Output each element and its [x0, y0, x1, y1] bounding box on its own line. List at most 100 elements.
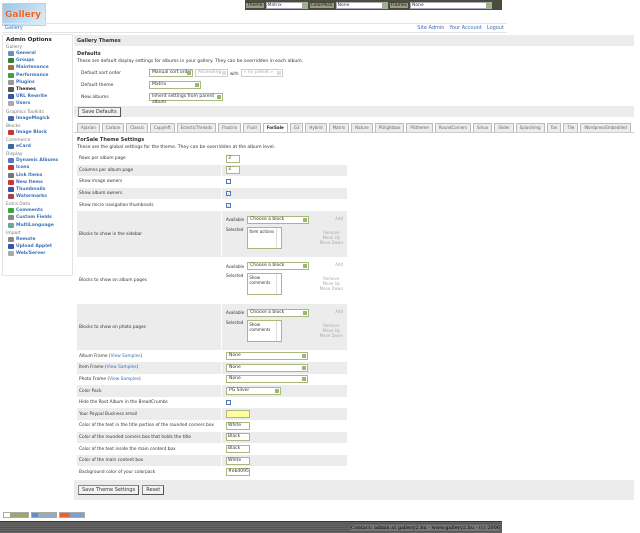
list-item[interactable]: Show comments [249, 321, 271, 332]
sidebar-item-performance[interactable]: Performance [6, 72, 69, 79]
add-block-button[interactable]: Add [335, 215, 343, 221]
save-theme-settings-button[interactable]: Save Theme Settings [78, 485, 140, 495]
your-account-link[interactable]: Your Account [449, 25, 482, 31]
available-blocks-select[interactable]: Choose a block [247, 262, 310, 271]
sidebar-item-new-items[interactable]: New Items [6, 179, 69, 186]
remove-block-button[interactable]: Remove [323, 229, 340, 235]
sidebar-item-imagemagick[interactable]: ImageMagick [6, 115, 69, 122]
selected-blocks-list[interactable]: Show comments [247, 319, 283, 342]
breadcrumb-gallery[interactable]: Gallery [5, 25, 23, 31]
new-albums-select[interactable]: Inherit settings from parent album [149, 93, 223, 105]
tab-tile[interactable]: Tile [563, 123, 579, 132]
album-frame-select[interactable]: None [226, 352, 308, 361]
rows-per-page-input[interactable]: 3 [226, 154, 240, 163]
tab-matrix[interactable]: Matrix [328, 123, 350, 132]
gallery-badge[interactable] [31, 512, 57, 518]
remove-block-button[interactable]: Remove [323, 322, 340, 328]
tab-copyleft[interactable]: Copyleft [150, 123, 175, 132]
available-blocks-select[interactable]: Choose a block [247, 308, 310, 317]
reset-button[interactable]: Reset [142, 485, 165, 495]
tab-ajaxian[interactable]: Ajaxian [77, 123, 100, 132]
tab-nature[interactable]: Nature [351, 123, 373, 132]
theme-select[interactable]: Matrix [265, 1, 308, 9]
sidebar-item-web-server[interactable]: Web/Server [6, 250, 69, 257]
sidebar-item-ecard[interactable]: eCard [6, 143, 69, 150]
sidebar-item-url-rewrite[interactable]: URL Rewrite [6, 93, 69, 100]
tab-eclecticthreads[interactable]: EclecticThreads [176, 123, 217, 132]
save-defaults-button[interactable]: Save Defaults [78, 106, 121, 117]
preset-select[interactable]: « no preset » [240, 69, 283, 77]
main-box-color-input[interactable]: White [226, 456, 250, 465]
sidebar-item-watermarks[interactable]: Watermarks [6, 193, 69, 200]
tab-forsale[interactable]: ForSale [262, 123, 288, 132]
tab-pgtheme[interactable]: PGtheme [406, 123, 433, 132]
list-item[interactable]: Show comments [249, 275, 271, 286]
photo-frame-select[interactable]: None [226, 375, 308, 384]
rss-badge[interactable] [59, 512, 85, 518]
sidebar-item-plugins[interactable]: Plugins [6, 79, 69, 86]
frames-select[interactable]: None [410, 1, 493, 9]
tab-tan[interactable]: Tan [546, 123, 562, 132]
sidebar-item-multilanguage[interactable]: MultiLanguage [6, 222, 69, 229]
available-blocks-select[interactable]: Choose a block [247, 215, 310, 224]
sidebar-item-image-block[interactable]: Image Block [6, 129, 69, 136]
tab-hybrid[interactable]: Hybrid [305, 123, 327, 132]
scrollbar[interactable] [276, 227, 281, 248]
scrollbar[interactable] [276, 274, 281, 295]
sidebar-item-remote[interactable]: Remote [6, 236, 69, 243]
sidebar-item-groups[interactable]: Groups [6, 57, 69, 64]
remove-block-button[interactable]: Remove [323, 276, 340, 282]
tab-floatrix[interactable]: Floatrix [218, 123, 242, 132]
move-down-button[interactable]: Move Down [319, 332, 343, 338]
gallery-logo[interactable]: Gallery [2, 3, 46, 26]
scrollbar[interactable] [276, 320, 281, 341]
sort-direction-select[interactable]: Ascending [195, 69, 228, 77]
sidebar-item-link-items[interactable]: Link Items [6, 171, 69, 178]
move-down-button[interactable]: Move Down [319, 286, 343, 292]
tab-siriux[interactable]: Siriux [473, 123, 493, 132]
show-album-owners-checkbox[interactable]: ✓ [226, 191, 231, 197]
show-image-owners-checkbox[interactable] [226, 179, 231, 185]
rounded-box-color-input[interactable]: Black [226, 433, 250, 442]
inside-text-color-input[interactable]: Black [226, 445, 250, 454]
hide-root-checkbox[interactable] [226, 400, 231, 406]
move-up-button[interactable]: Move Up [322, 281, 341, 287]
tab-g3[interactable]: G3 [289, 123, 304, 132]
colorpack-select[interactable]: None [335, 1, 388, 9]
tab-pglightbox[interactable]: PGlightbox [374, 123, 405, 132]
view-samples-link[interactable]: View Samples [110, 353, 141, 359]
tab-carbon[interactable]: Carbon [101, 123, 125, 132]
sidebar-item-comments[interactable]: Comments [6, 207, 69, 214]
sort-order-select[interactable]: Manual sort order [149, 69, 193, 77]
sidebar-item-custom-fields[interactable]: Custom Fields [6, 214, 69, 221]
micro-nav-checkbox[interactable]: ✓ [226, 202, 231, 208]
sidebar-item-users[interactable]: Users [6, 100, 69, 107]
add-block-button[interactable]: Add [335, 262, 343, 268]
add-block-button[interactable]: Add [335, 308, 343, 314]
sidebar-item-upload-applet[interactable]: Upload Applet [6, 243, 69, 250]
default-theme-select[interactable]: Matrix [149, 81, 201, 89]
site-admin-link[interactable]: Site Admin [417, 25, 445, 31]
sidebar-item-icons[interactable]: Icons [6, 164, 69, 171]
item-frame-select[interactable]: None [226, 363, 308, 372]
view-samples-link[interactable]: View Samples [109, 376, 139, 382]
sidebar-item-dynamic-albums[interactable]: Dynamic Albums [6, 157, 69, 164]
tab-splashimg[interactable]: Splashimg [515, 123, 545, 132]
list-item[interactable]: Item actions [249, 228, 275, 234]
bg-color-input[interactable]: #ebd095 [226, 468, 250, 477]
sidebar-item-maintenance[interactable]: Maintenance [6, 64, 69, 71]
tab-roundcorners[interactable]: RoundCorners [434, 123, 471, 132]
validator-badge[interactable] [3, 512, 29, 518]
move-up-button[interactable]: Move Up [322, 234, 341, 240]
view-samples-link[interactable]: View Samples [106, 365, 137, 371]
tab-slider[interactable]: Slider [494, 123, 514, 132]
title-text-color-input[interactable]: White [226, 421, 250, 430]
cols-per-page-input[interactable]: 3 [226, 166, 240, 175]
sidebar-item-thumbnails[interactable]: Thumbnails [6, 186, 69, 193]
move-down-button[interactable]: Move Down [319, 239, 343, 245]
logout-link[interactable]: Logout [486, 25, 504, 31]
move-up-button[interactable]: Move Up [322, 327, 341, 333]
tab-classic[interactable]: Classic [126, 123, 149, 132]
tab-fluid[interactable]: Fluid [243, 123, 261, 132]
color-pack-select[interactable]: PG Silver [226, 387, 281, 396]
